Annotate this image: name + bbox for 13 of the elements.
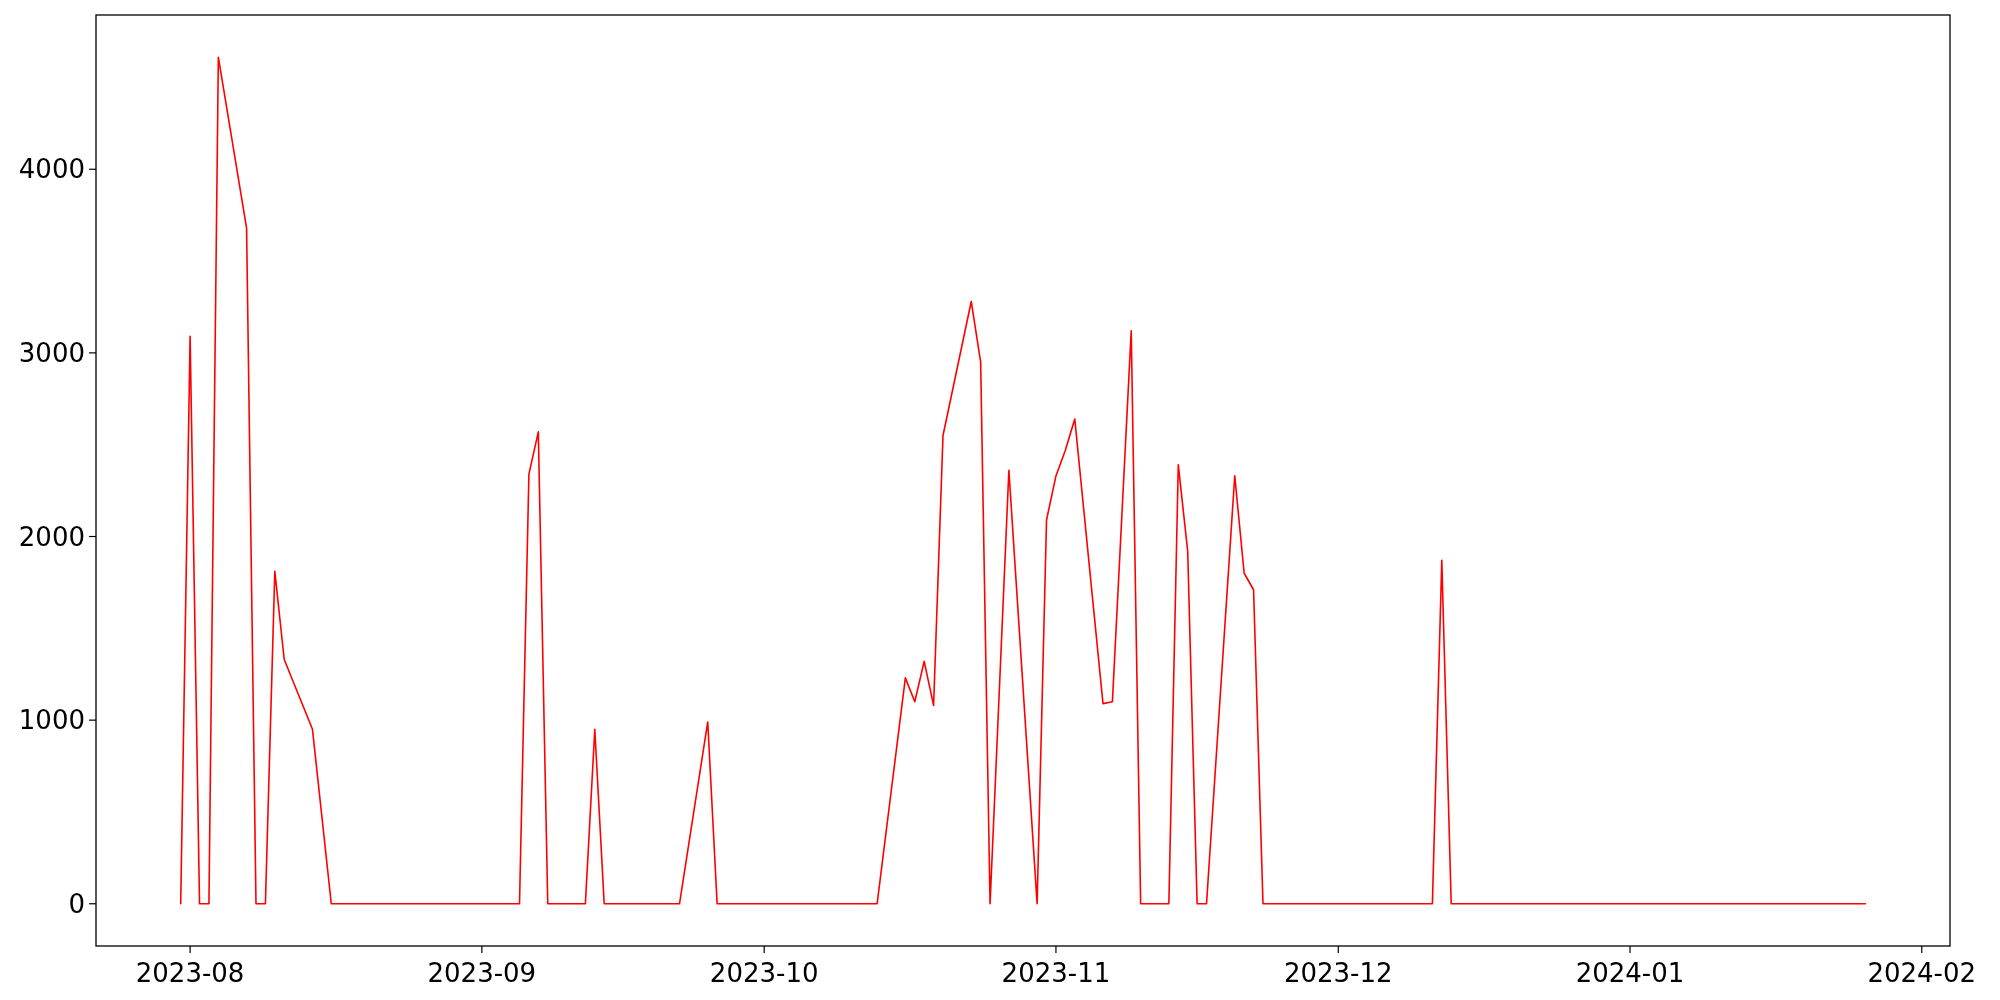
x-tick-label: 2024-01 (1575, 958, 1685, 988)
x-tick-label: 2023-09 (427, 958, 537, 988)
x-tick-label: 2023-10 (709, 958, 819, 988)
y-tick-label: 3000 (18, 337, 85, 368)
y-tick-label: 2000 (18, 521, 85, 552)
y-tick-label: 0 (68, 888, 85, 919)
x-tick-label: 2024-02 (1867, 958, 1977, 988)
x-tick-label: 2023-11 (1001, 958, 1111, 988)
x-tick-label: 2023-08 (135, 958, 245, 988)
line-series (179, 56, 1867, 905)
y-tick-label: 4000 (18, 154, 85, 185)
y-tick-label: 1000 (18, 705, 85, 736)
x-tick-label: 2023-12 (1283, 958, 1393, 988)
